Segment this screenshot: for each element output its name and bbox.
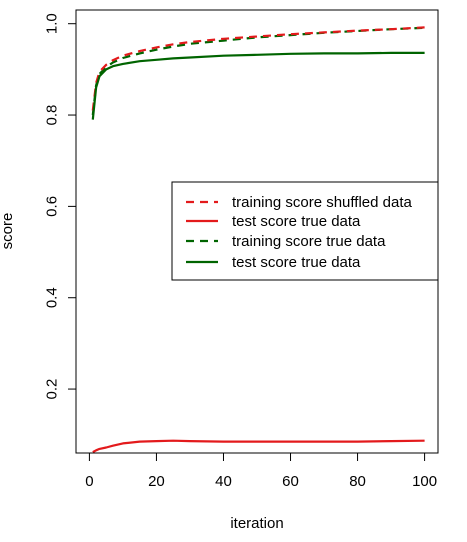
axes: 0 20 40 60 80 100 0.2 0.4 0.6 0.8 1.0 xyxy=(44,13,438,490)
x-tick-label: 100 xyxy=(412,473,437,490)
y-tick-label: 1.0 xyxy=(44,13,61,34)
legend-box xyxy=(171,181,439,281)
x-tick-label: 80 xyxy=(349,473,366,490)
legend-keys xyxy=(186,200,218,264)
y-tick-label: 0.4 xyxy=(44,287,61,308)
x-tick-label: 40 xyxy=(215,473,232,490)
x-tick-label: 0 xyxy=(85,473,93,490)
y-tick-label: 0.2 xyxy=(44,379,61,400)
x-axis-label: iteration xyxy=(230,515,283,532)
series-lines xyxy=(91,26,425,454)
series-line-3 xyxy=(91,26,425,116)
x-tick-label: 20 xyxy=(148,473,165,490)
legend: training score shuffled data test score … xyxy=(171,181,439,281)
y-tick-label: 0.8 xyxy=(44,105,61,126)
y-axis-label: score xyxy=(0,213,16,250)
y-tick-label: 0.6 xyxy=(44,196,61,217)
legend-label-1: training score shuffled data xyxy=(232,194,412,211)
legend-label-3: training score true data xyxy=(232,233,386,250)
legend-label-2: test score true data xyxy=(232,213,361,230)
series-line-2 xyxy=(92,439,425,454)
series-line-4 xyxy=(91,51,425,120)
legend-label-4: test score true data xyxy=(232,254,361,271)
x-tick-label: 60 xyxy=(282,473,299,490)
series-line-1 xyxy=(91,26,425,111)
